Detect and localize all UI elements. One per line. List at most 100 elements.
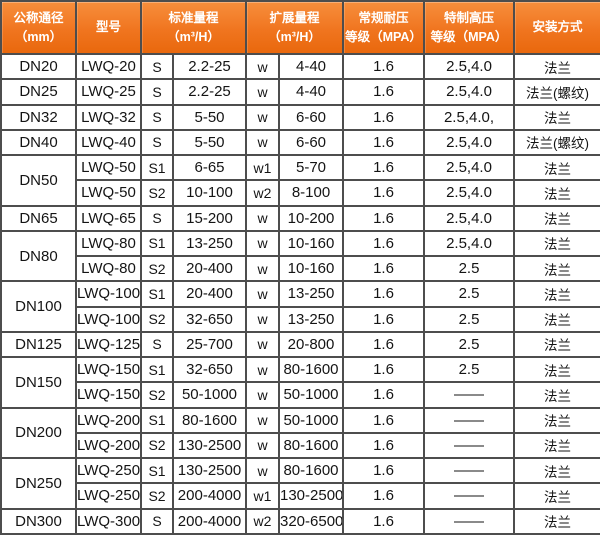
header-install-method: 安装方式 <box>513 0 600 55</box>
cell-regular-pressure: 1.6 <box>342 229 425 258</box>
cell-nominal-diameter: DN25 <box>0 78 77 106</box>
cell-install-method: 法兰 <box>513 355 600 384</box>
cell-standard-range: 10-100 <box>172 179 247 207</box>
cell-install-method: 法兰 <box>513 381 600 409</box>
cell-model: LWQ-20 <box>75 52 142 81</box>
cell-extended-range: 50-1000 <box>278 381 344 409</box>
cell-standard-range: 200-4000 <box>172 507 247 535</box>
cell-standard-range-code: S1 <box>140 456 174 485</box>
cell-install-method: 法兰 <box>513 330 600 359</box>
cell-nominal-diameter: DN125 <box>0 330 77 359</box>
cell-standard-range-code: S1 <box>140 355 174 384</box>
cell-standard-range: 5-50 <box>172 103 247 131</box>
cell-standard-range-code: S2 <box>140 482 174 510</box>
cell-high-pressure: 2.5 <box>423 280 515 308</box>
cell-standard-range: 80-1600 <box>172 406 247 434</box>
cell-install-method: 法兰(螺纹) <box>513 128 600 157</box>
cell-extended-range-code: w <box>245 254 280 283</box>
cell-extended-range-code: w <box>245 204 280 232</box>
cell-extended-range-code: w <box>245 280 280 308</box>
cell-high-pressure: 2.5,4.0 <box>423 204 515 232</box>
cell-extended-range-code: w <box>245 305 280 333</box>
cell-extended-range: 6-60 <box>278 128 344 157</box>
cell-extended-range-code: w <box>245 330 280 359</box>
cell-regular-pressure: 1.6 <box>342 482 425 510</box>
cell-extended-range: 130-2500 <box>278 482 344 510</box>
cell-standard-range-code: S <box>140 330 174 359</box>
cell-extended-range: 4-40 <box>278 52 344 81</box>
cell-nominal-diameter: DN40 <box>0 128 77 157</box>
table-row: DN40 LWQ-40 S 5-50 w 6-60 1.6 2.5,4.0 法兰(螺纹) <box>0 128 600 157</box>
cell-nominal-diameter: DN100 <box>0 280 77 333</box>
cell-model: LWQ-32 <box>75 103 142 131</box>
cell-standard-range: 13-250 <box>172 229 247 258</box>
cell-extended-range: 8-100 <box>278 179 344 207</box>
table-row: DN125 LWQ-125 S 25-700 w 20-800 1.6 2.5 法兰 <box>0 330 600 359</box>
header-high-pressure: 特制高压 等级（MPA） <box>423 0 515 55</box>
cell-extended-range: 80-1600 <box>278 355 344 384</box>
table-row: LWQ-200 S2 130-2500 w 80-1600 1.6 —— 法兰 <box>1 431 600 460</box>
cell-extended-range: 6-60 <box>278 103 344 131</box>
cell-extended-range-code: w <box>245 381 280 409</box>
header-row: 公称通径 （mm） 型号 标准量程 （m³/H） 扩展量程 （m³/H） 常规耐… <box>0 0 600 55</box>
cell-extended-range: 20-800 <box>278 330 344 359</box>
cell-model: LWQ-100 <box>75 305 142 333</box>
cell-standard-range-code: S <box>140 128 174 157</box>
cell-standard-range: 20-400 <box>172 280 247 308</box>
cell-regular-pressure: 1.6 <box>342 507 425 535</box>
cell-install-method: 法兰 <box>513 431 600 460</box>
cell-extended-range: 50-1000 <box>278 406 344 434</box>
cell-regular-pressure: 1.6 <box>342 456 425 485</box>
cell-install-method: 法兰 <box>513 179 600 207</box>
cell-extended-range: 13-250 <box>278 280 344 308</box>
cell-extended-range-code: w <box>245 103 280 131</box>
cell-high-pressure: —— <box>423 507 515 535</box>
cell-nominal-diameter: DN20 <box>0 52 77 81</box>
cell-standard-range: 2.2-25 <box>172 52 247 81</box>
cell-nominal-diameter: DN300 <box>0 507 77 535</box>
cell-high-pressure: —— <box>423 406 515 434</box>
cell-regular-pressure: 1.6 <box>342 305 425 333</box>
table-row: DN300 LWQ-300 S 200-4000 w2 320-6500 1.6 —— 法兰 <box>0 507 600 535</box>
cell-regular-pressure: 1.6 <box>342 128 425 157</box>
cell-standard-range-code: S2 <box>140 254 174 283</box>
cell-standard-range: 5-50 <box>172 128 247 157</box>
cell-extended-range-code: w <box>245 78 280 106</box>
cell-high-pressure: 2.5 <box>423 355 515 384</box>
cell-install-method: 法兰 <box>513 204 600 232</box>
cell-regular-pressure: 1.6 <box>342 330 425 359</box>
cell-extended-range-code: w <box>245 456 280 485</box>
cell-high-pressure: 2.5 <box>423 254 515 283</box>
cell-nominal-diameter: DN250 <box>0 457 77 510</box>
cell-standard-range: 200-4000 <box>172 482 247 510</box>
table-row: DN25 LWQ-25 S 2.2-25 w 4-40 1.6 2.5,4.0 法兰(螺纹) <box>0 78 600 106</box>
cell-regular-pressure: 1.6 <box>342 78 425 106</box>
cell-extended-range-code: w1 <box>245 153 280 182</box>
cell-regular-pressure: 1.6 <box>342 355 425 384</box>
cell-standard-range: 50-1000 <box>172 381 247 409</box>
table-row: DN200 LWQ-200 S1 80-1600 w 50-1000 1.6 —— 法兰 <box>0 406 600 459</box>
cell-high-pressure: —— <box>423 381 515 409</box>
cell-extended-range-code: w1 <box>245 482 280 510</box>
cell-standard-range-code: S2 <box>140 305 174 333</box>
cell-extended-range: 80-1600 <box>278 431 344 460</box>
cell-high-pressure: 2.5,4.0 <box>423 52 515 81</box>
cell-extended-range: 13-250 <box>278 305 344 333</box>
cell-model: LWQ-80 <box>75 229 142 258</box>
cell-model: LWQ-125 <box>75 330 142 359</box>
cell-regular-pressure: 1.6 <box>342 431 425 460</box>
cell-regular-pressure: 1.6 <box>342 153 425 182</box>
cell-extended-range-code: w <box>245 406 280 434</box>
cell-high-pressure: —— <box>423 456 515 485</box>
table-row: LWQ-100 S2 32-650 w 13-250 1.6 2.5 法兰 <box>1 305 600 333</box>
cell-extended-range-code: w2 <box>245 179 280 207</box>
cell-standard-range-code: S <box>140 78 174 106</box>
cell-nominal-diameter: DN32 <box>0 103 77 131</box>
header-extended-range: 扩展量程 （m³/H） <box>245 0 344 55</box>
cell-standard-range: 6-65 <box>172 153 247 182</box>
cell-model: LWQ-100 <box>75 280 142 308</box>
table-row: DN50 LWQ-50 S1 6-65 w1 5-70 1.6 2.5,4.0 法兰 <box>0 153 600 207</box>
cell-model: LWQ-150 <box>75 381 142 409</box>
cell-install-method: 法兰 <box>513 406 600 434</box>
cell-extended-range-code: w <box>245 355 280 384</box>
